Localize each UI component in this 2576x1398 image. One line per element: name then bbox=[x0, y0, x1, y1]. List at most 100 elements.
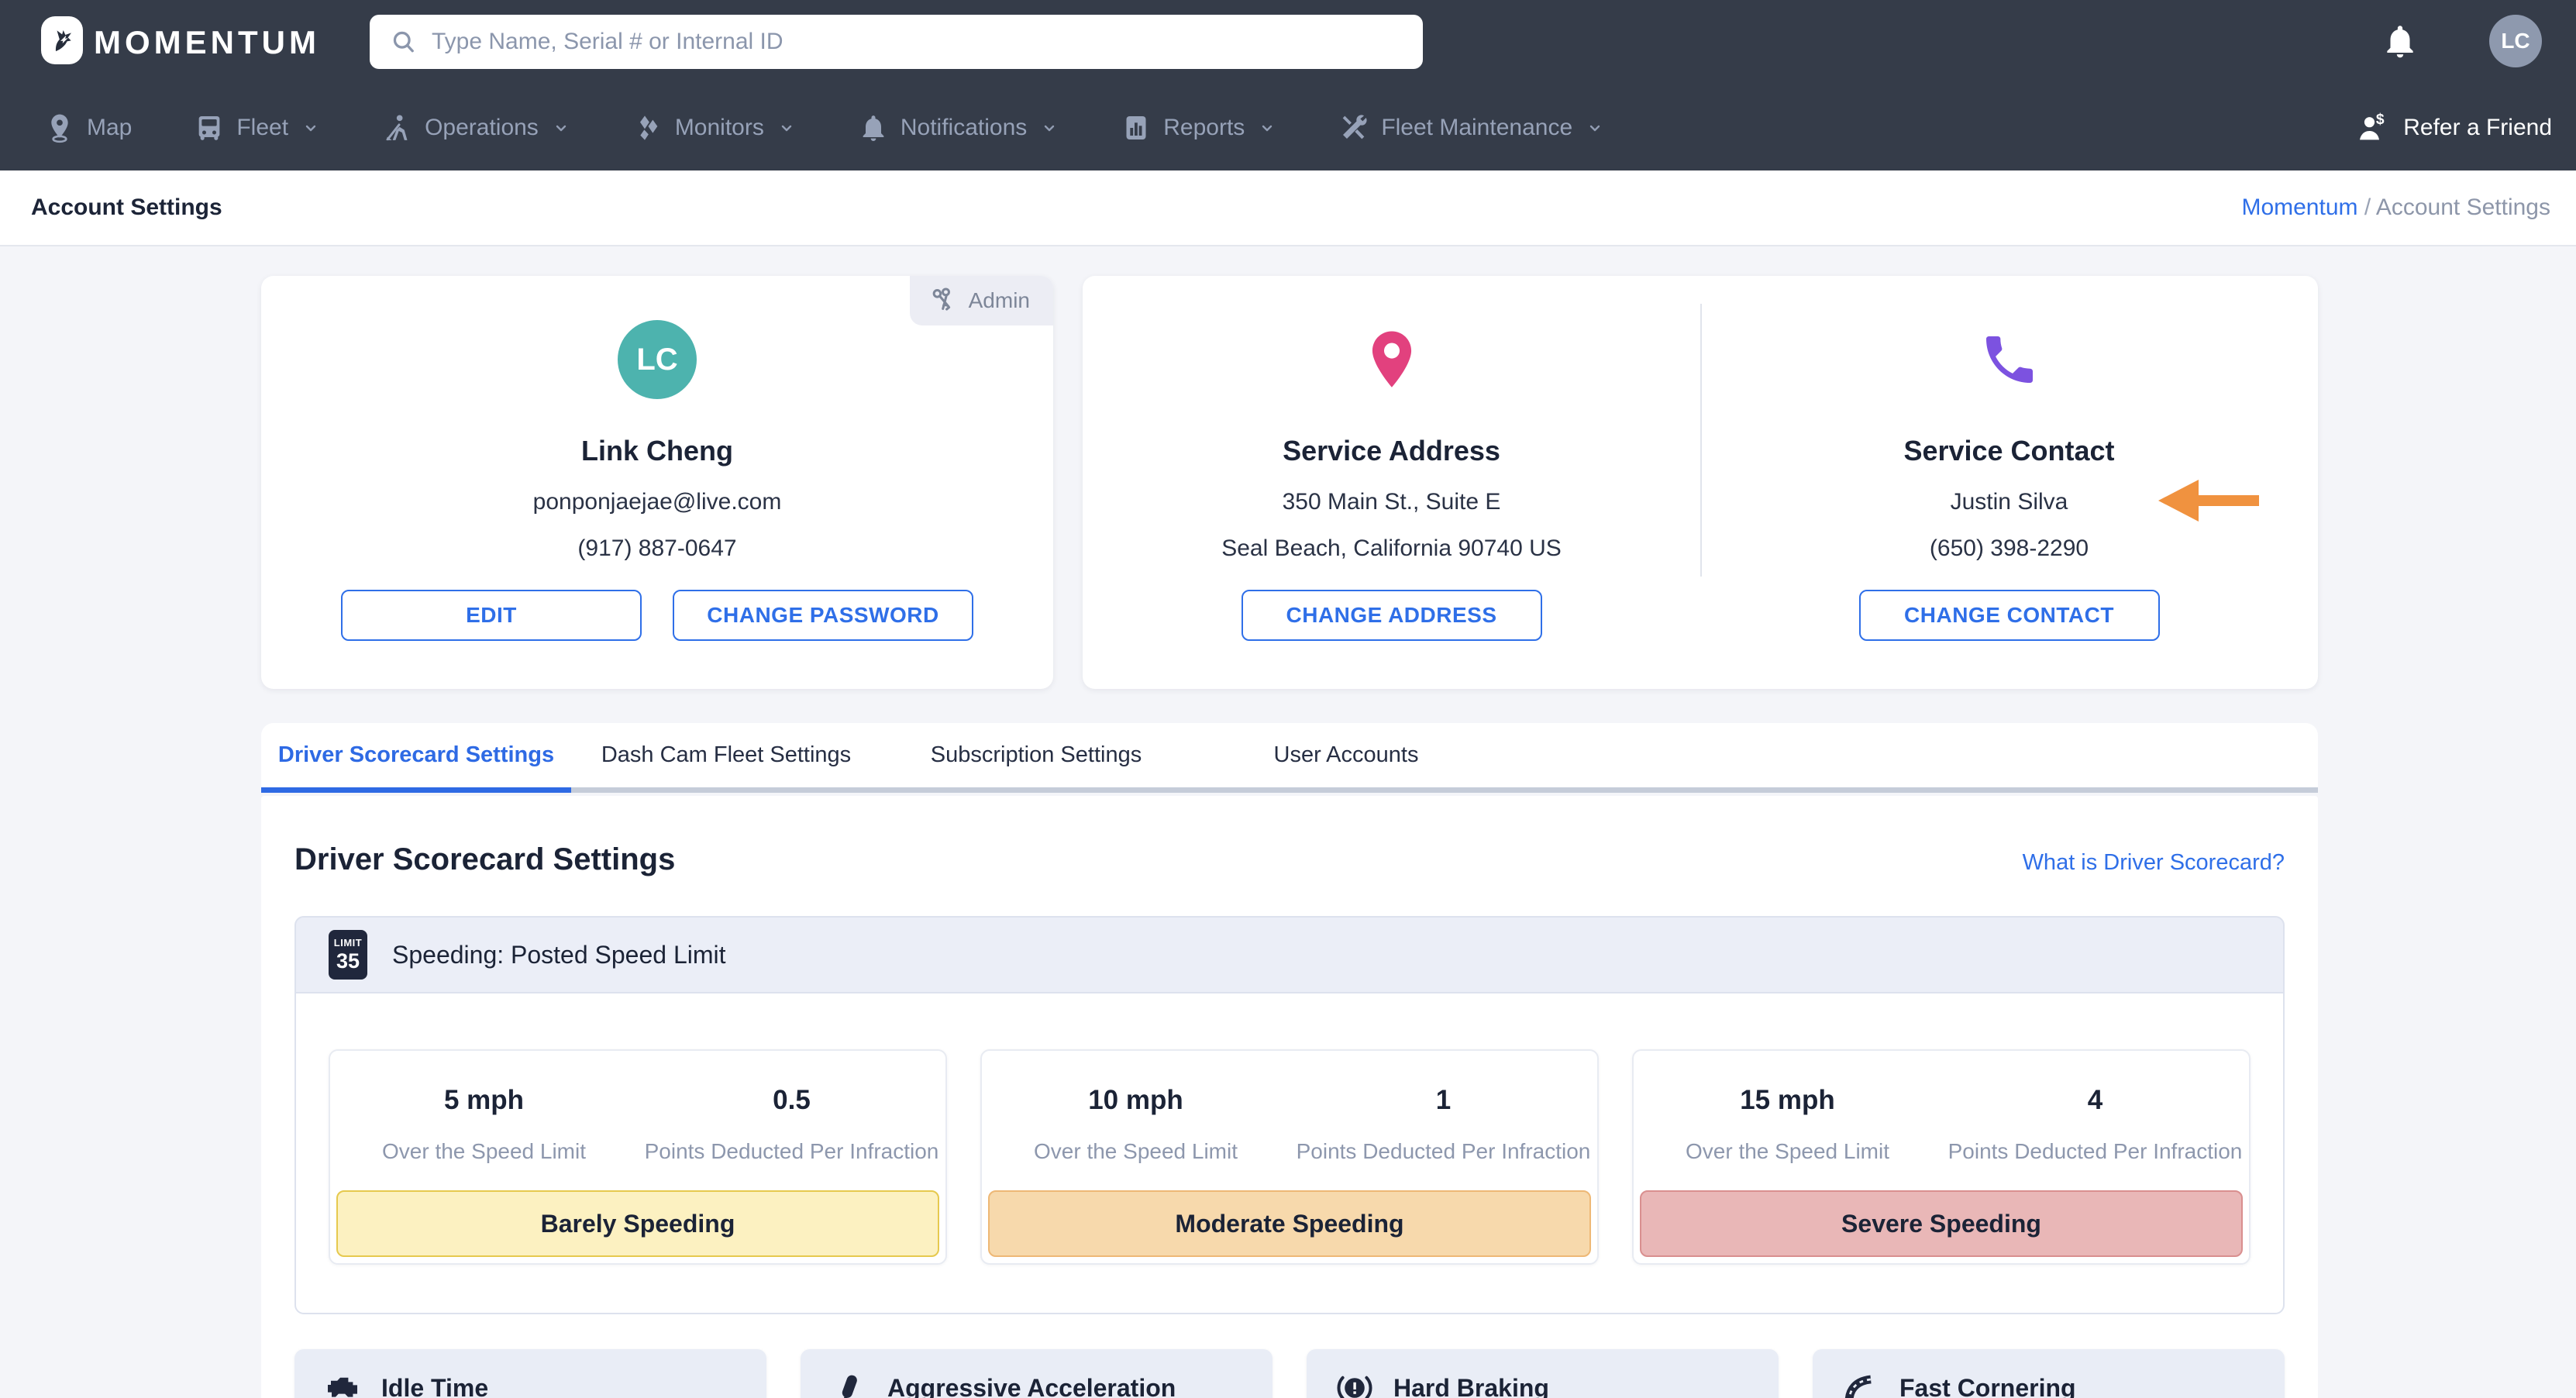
chevron-down-icon bbox=[301, 119, 320, 137]
speeding-settings-panel: LIMIT 35 Speeding: Posted Speed Limit 5 … bbox=[294, 916, 2285, 1314]
account-cards-row: Admin LC Link Cheng ponponjaejae@live.co… bbox=[261, 276, 2318, 689]
service-contact-phone: (650) 398-2290 bbox=[1929, 535, 2089, 561]
vehicle-icon bbox=[199, 116, 220, 140]
nav-item-map[interactable]: Map bbox=[44, 112, 132, 143]
global-search[interactable] bbox=[370, 15, 1423, 69]
svg-text:$: $ bbox=[2376, 112, 2385, 128]
settings-tabs: Driver Scorecard Settings Dash Cam Fleet… bbox=[261, 723, 2318, 793]
metric-card-title: Aggressive Acceleration bbox=[887, 1373, 1176, 1398]
service-address-title: Service Address bbox=[1283, 435, 1500, 467]
breadcrumb-bar: Account Settings Momentum / Account Sett… bbox=[0, 170, 2576, 246]
cornering-icon bbox=[1844, 1375, 1872, 1398]
nav-item-reports[interactable]: Reports bbox=[1121, 112, 1276, 143]
tab-driver-scorecard-settings[interactable]: Driver Scorecard Settings bbox=[261, 723, 571, 793]
tab-subscription-settings[interactable]: Subscription Settings bbox=[930, 742, 1142, 767]
speeding-tiers: 5 mph Over the Speed Limit 0.5 Points De… bbox=[294, 993, 2285, 1314]
metric-card-title: Idle Time bbox=[381, 1373, 489, 1398]
refer-friend-icon: $ bbox=[2360, 112, 2385, 140]
nav-item-notifications[interactable]: Notifications bbox=[858, 112, 1059, 143]
bell-icon bbox=[863, 115, 884, 141]
user-avatar[interactable]: LC bbox=[2489, 15, 2542, 67]
page-title: Account Settings bbox=[31, 195, 222, 220]
engine-icon bbox=[328, 1377, 357, 1397]
profile-phone: (917) 887-0647 bbox=[577, 535, 737, 561]
breadcrumb: Momentum / Account Settings bbox=[2241, 195, 2550, 221]
tier-mph-value: 5 mph bbox=[443, 1085, 525, 1115]
tab-underline-track bbox=[261, 787, 2318, 793]
tier-points-value: 0.5 bbox=[773, 1085, 811, 1115]
breadcrumb-separator: / bbox=[2357, 195, 2376, 220]
phoenix-bird-icon bbox=[55, 30, 71, 52]
service-info-card: Service Address 350 Main St., Suite E Se… bbox=[1083, 276, 2318, 689]
tier-points-label: Points Deducted Per Infraction bbox=[1947, 1139, 2243, 1163]
nav-item-fleet-maintenance[interactable]: Fleet Maintenance bbox=[1338, 112, 1604, 143]
pedal-icon bbox=[842, 1375, 857, 1398]
change-password-button[interactable]: CHANGE PASSWORD bbox=[673, 590, 973, 641]
search-icon bbox=[393, 31, 414, 53]
profile-avatar: LC bbox=[618, 320, 697, 399]
service-contact-title: Service Contact bbox=[1903, 435, 2115, 467]
severity-band: Barely Speeding bbox=[336, 1190, 939, 1257]
severity-band: Severe Speeding bbox=[1640, 1190, 2243, 1257]
breadcrumb-link-momentum[interactable]: Momentum bbox=[2241, 195, 2358, 220]
chevron-down-icon bbox=[1586, 119, 1604, 137]
change-address-button[interactable]: CHANGE ADDRESS bbox=[1241, 590, 1542, 641]
tier-points-label: Points Deducted Per Infraction bbox=[644, 1139, 939, 1163]
topbar-menu-row: Map Fleet bbox=[0, 85, 2576, 170]
nav-item-operations[interactable]: Operations bbox=[382, 112, 570, 143]
edit-button[interactable]: EDIT bbox=[341, 590, 642, 641]
topbar-primary-row: MOMENTUM LC bbox=[0, 0, 2576, 85]
bar-chart-icon bbox=[1126, 116, 1146, 139]
profile-name: Link Cheng bbox=[581, 435, 733, 467]
refer-label: Refer a Friend bbox=[2403, 115, 2552, 140]
map-pin-icon bbox=[51, 114, 68, 143]
speeding-panel-title: Speeding: Posted Speed Limit bbox=[392, 940, 726, 969]
metric-cards-row: Idle Time Aggressive Acceleration bbox=[294, 1349, 2285, 1398]
tier-mph-label: Over the Speed Limit bbox=[1685, 1139, 1890, 1163]
fast-cornering-card: Fast Cornering bbox=[1813, 1349, 2285, 1398]
speeding-tier-barely: 5 mph Over the Speed Limit 0.5 Points De… bbox=[329, 1049, 947, 1265]
service-address-section: Service Address 350 Main St., Suite E Se… bbox=[1083, 276, 1700, 689]
what-is-driver-scorecard-link[interactable]: What is Driver Scorecard? bbox=[2022, 850, 2285, 875]
profile-actions: EDIT CHANGE PASSWORD bbox=[341, 590, 973, 641]
change-contact-button[interactable]: CHANGE CONTACT bbox=[1858, 590, 2160, 641]
tools-icon bbox=[1342, 115, 1367, 139]
tier-mph-label: Over the Speed Limit bbox=[381, 1139, 587, 1163]
worker-icon bbox=[386, 115, 408, 141]
tier-points-value: 1 bbox=[1435, 1085, 1452, 1115]
service-contact-name: Justin Silva bbox=[1950, 489, 2068, 515]
hard-braking-card: Hard Braking bbox=[1307, 1349, 1779, 1398]
nav-label: Map bbox=[87, 115, 133, 140]
page-content: Admin LC Link Cheng ponponjaejae@live.co… bbox=[0, 246, 2576, 1398]
monitors-icon bbox=[639, 115, 658, 140]
admin-badge-label: Admin bbox=[968, 288, 1030, 312]
tier-mph-label: Over the Speed Limit bbox=[1033, 1139, 1238, 1163]
nav-label: Fleet Maintenance bbox=[1381, 115, 1573, 140]
bell-icon bbox=[2387, 26, 2413, 58]
speed-limit-sign-icon: LIMIT 35 bbox=[329, 930, 367, 980]
chevron-down-icon bbox=[1040, 119, 1059, 137]
tab-dash-cam-fleet-settings[interactable]: Dash Cam Fleet Settings bbox=[601, 742, 852, 767]
tier-points-label: Points Deducted Per Infraction bbox=[1296, 1139, 1591, 1163]
idle-time-card: Idle Time bbox=[294, 1349, 766, 1398]
top-navigation-bar: MOMENTUM LC Map bbox=[0, 0, 2576, 170]
metric-card-title: Hard Braking bbox=[1393, 1373, 1549, 1398]
service-address-line1: 350 Main St., Suite E bbox=[1282, 489, 1501, 515]
nav-item-fleet[interactable]: Fleet bbox=[194, 112, 320, 143]
tier-points-value: 4 bbox=[2087, 1085, 2103, 1115]
momentum-logo-icon[interactable] bbox=[41, 16, 83, 64]
metric-card-title: Fast Cornering bbox=[1899, 1373, 2076, 1398]
refer-a-friend-button[interactable]: $ Refer a Friend bbox=[2357, 111, 2552, 145]
speeding-panel-header: LIMIT 35 Speeding: Posted Speed Limit bbox=[294, 916, 2285, 993]
nav-label: Fleet bbox=[236, 115, 289, 140]
notifications-bell-button[interactable] bbox=[2381, 22, 2419, 64]
breadcrumb-current: Account Settings bbox=[2375, 195, 2550, 220]
nav-label: Operations bbox=[425, 115, 539, 140]
brand-wordmark: MOMENTUM bbox=[94, 24, 320, 60]
chevron-down-icon bbox=[777, 119, 796, 137]
nav-item-monitors[interactable]: Monitors bbox=[632, 112, 796, 143]
nav-label: Notifications bbox=[900, 115, 1028, 140]
tab-user-accounts[interactable]: User Accounts bbox=[1273, 742, 1419, 767]
search-input[interactable] bbox=[432, 29, 1403, 55]
